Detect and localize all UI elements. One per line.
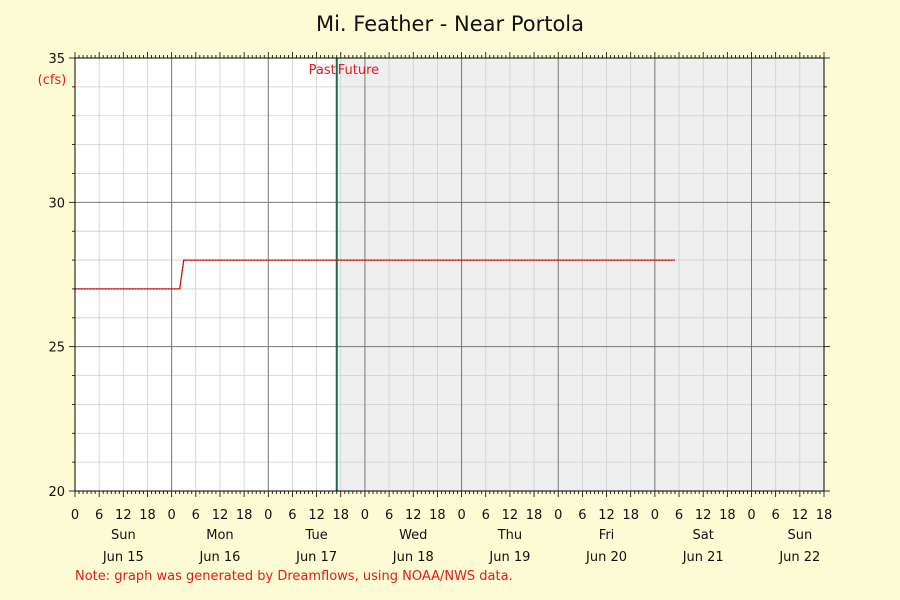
x-tick-label: 0 bbox=[168, 508, 176, 523]
day-date-label: Jun 17 bbox=[295, 550, 337, 565]
day-weekday-label: Sat bbox=[693, 528, 714, 543]
y-tick-labels: 20 25 30 35 bbox=[48, 52, 65, 500]
past-label: Past bbox=[309, 63, 336, 78]
x-tick-label: 12 bbox=[405, 508, 422, 523]
x-tick-label: 6 bbox=[192, 508, 200, 523]
x-tick-label: 12 bbox=[115, 508, 132, 523]
chart-note: Note: graph was generated by Dreamflows,… bbox=[75, 569, 513, 584]
day-weekday-label: Fri bbox=[599, 528, 615, 543]
series-line bbox=[75, 259, 675, 290]
x-tick-label: 0 bbox=[71, 508, 79, 523]
day-weekday-label: Sun bbox=[787, 528, 812, 543]
day-weekday-label: Mon bbox=[206, 528, 233, 543]
x-tick-labels: 0 6 12 18 0 6 12 18 0 6 12 18 0 6 12 18 0 6 12 18 0 6 12 18 0 6 12… bbox=[71, 508, 832, 523]
x-tick-label: 18 bbox=[429, 508, 446, 523]
x-tick-label: 6 bbox=[675, 508, 683, 523]
x-tick-label: 6 bbox=[95, 508, 103, 523]
x-tick-label: 12 bbox=[502, 508, 519, 523]
x-tick-label: 6 bbox=[288, 508, 296, 523]
x-tick-label: 12 bbox=[212, 508, 229, 523]
x-tick-label: 6 bbox=[385, 508, 393, 523]
y-tick-label: 25 bbox=[48, 341, 65, 356]
day-date-label: Jun 22 bbox=[778, 550, 820, 565]
x-tick-label: 0 bbox=[264, 508, 272, 523]
x-tick-label: 18 bbox=[719, 508, 736, 523]
x-tick-label: 12 bbox=[695, 508, 712, 523]
future-region bbox=[336, 58, 824, 491]
day-date-label: Jun 16 bbox=[198, 550, 240, 565]
day-date-label: Jun 21 bbox=[682, 550, 724, 565]
day-weekday-label: Tue bbox=[305, 528, 328, 543]
x-tick-label: 6 bbox=[482, 508, 490, 523]
y-tick-label: 20 bbox=[48, 485, 65, 500]
x-tick-label: 0 bbox=[554, 508, 562, 523]
chart-title: Mi. Feather - Near Portola bbox=[315, 12, 585, 36]
y-axis-unit-label: (cfs) bbox=[38, 73, 67, 88]
x-tick-label: 12 bbox=[308, 508, 325, 523]
x-tick-label: 18 bbox=[236, 508, 253, 523]
day-date-label: Jun 15 bbox=[102, 550, 144, 565]
x-tick-label: 0 bbox=[747, 508, 755, 523]
day-date-label: Jun 20 bbox=[585, 550, 627, 565]
y-tick-label: 30 bbox=[48, 196, 65, 211]
minor-grid bbox=[75, 58, 825, 491]
day-date-label: Jun 18 bbox=[392, 550, 434, 565]
x-tick-label: 18 bbox=[816, 508, 833, 523]
future-label: Future bbox=[338, 63, 379, 78]
x-tick-label: 0 bbox=[651, 508, 659, 523]
x-tick-label: 18 bbox=[526, 508, 543, 523]
y-tick-label: 35 bbox=[48, 52, 65, 67]
x-tick-label: 6 bbox=[578, 508, 586, 523]
x-tick-label: 18 bbox=[139, 508, 156, 523]
x-tick-label: 0 bbox=[361, 508, 369, 523]
day-labels: Sun Jun 15 Mon Jun 16 Tue Jun 17 Wed Jun 18 Thu J… bbox=[102, 528, 821, 565]
x-tick-label: 18 bbox=[333, 508, 350, 523]
x-tick-label: 12 bbox=[792, 508, 809, 523]
day-weekday-label: Sun bbox=[111, 528, 136, 543]
day-weekday-label: Wed bbox=[399, 528, 427, 543]
x-tick-label: 18 bbox=[622, 508, 639, 523]
series-group bbox=[75, 259, 675, 290]
x-tick-label: 0 bbox=[457, 508, 465, 523]
plot-border bbox=[74, 57, 825, 492]
x-tick-label: 6 bbox=[772, 508, 780, 523]
day-weekday-label: Thu bbox=[497, 528, 522, 543]
day-date-label: Jun 19 bbox=[488, 550, 530, 565]
x-tick-label: 12 bbox=[598, 508, 615, 523]
